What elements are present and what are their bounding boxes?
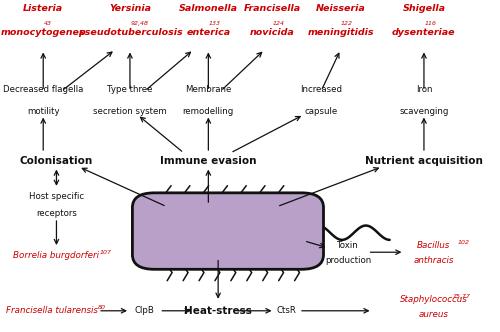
Text: Francisella: Francisella bbox=[244, 4, 300, 13]
Text: monocytogenes: monocytogenes bbox=[1, 29, 86, 38]
Text: Francisella tularensis: Francisella tularensis bbox=[6, 306, 98, 315]
Text: ClpB: ClpB bbox=[134, 306, 154, 315]
Text: Immune evasion: Immune evasion bbox=[160, 156, 256, 166]
Text: motility: motility bbox=[27, 107, 60, 116]
Text: Nutrient acquisition: Nutrient acquisition bbox=[365, 156, 483, 166]
Text: 124: 124 bbox=[272, 21, 284, 26]
Text: 43: 43 bbox=[44, 21, 52, 26]
Text: secretion system: secretion system bbox=[93, 107, 167, 116]
Text: 80: 80 bbox=[98, 305, 106, 310]
Text: Toxin: Toxin bbox=[337, 241, 359, 250]
Text: Bacillus: Bacillus bbox=[417, 241, 450, 250]
Text: Borrelia burgdorferi: Borrelia burgdorferi bbox=[14, 251, 100, 260]
Text: aureus: aureus bbox=[419, 309, 448, 318]
Text: Salmonella: Salmonella bbox=[179, 4, 238, 13]
Text: Host specific: Host specific bbox=[29, 193, 84, 202]
Text: Neisseria: Neisseria bbox=[316, 4, 366, 13]
Text: Heat-stress: Heat-stress bbox=[184, 306, 252, 316]
Text: 107: 107 bbox=[100, 250, 112, 255]
Text: Membrane: Membrane bbox=[185, 85, 232, 94]
Text: Colonisation: Colonisation bbox=[20, 156, 93, 166]
Text: meningitidis: meningitidis bbox=[308, 29, 374, 38]
Text: Increased: Increased bbox=[300, 85, 342, 94]
Text: Type three: Type three bbox=[107, 85, 152, 94]
Text: 122: 122 bbox=[341, 21, 353, 26]
Text: Listeria: Listeria bbox=[23, 4, 64, 13]
Text: 75,77: 75,77 bbox=[452, 293, 470, 299]
Text: remodelling: remodelling bbox=[182, 107, 234, 116]
Text: receptors: receptors bbox=[36, 209, 77, 218]
Text: 102: 102 bbox=[458, 240, 469, 245]
Text: dysenteriae: dysenteriae bbox=[392, 29, 456, 38]
Text: CtsR: CtsR bbox=[277, 306, 296, 315]
Text: scavenging: scavenging bbox=[400, 107, 448, 116]
Text: pseudotuberculosis: pseudotuberculosis bbox=[78, 29, 182, 38]
Text: 116: 116 bbox=[424, 21, 436, 26]
Text: Decreased flagella: Decreased flagella bbox=[3, 85, 84, 94]
FancyBboxPatch shape bbox=[132, 193, 324, 269]
Text: Shigella: Shigella bbox=[402, 4, 446, 13]
Text: enterica: enterica bbox=[186, 29, 230, 38]
Text: 92,48: 92,48 bbox=[130, 21, 148, 26]
Text: capsule: capsule bbox=[304, 107, 338, 116]
Text: production: production bbox=[325, 256, 371, 265]
Text: 133: 133 bbox=[209, 21, 221, 26]
Text: Iron: Iron bbox=[416, 85, 432, 94]
Text: novicida: novicida bbox=[250, 29, 294, 38]
Text: anthracis: anthracis bbox=[414, 256, 454, 265]
Text: Yersinia: Yersinia bbox=[109, 4, 151, 13]
Text: Staphylococcus: Staphylococcus bbox=[400, 295, 468, 304]
